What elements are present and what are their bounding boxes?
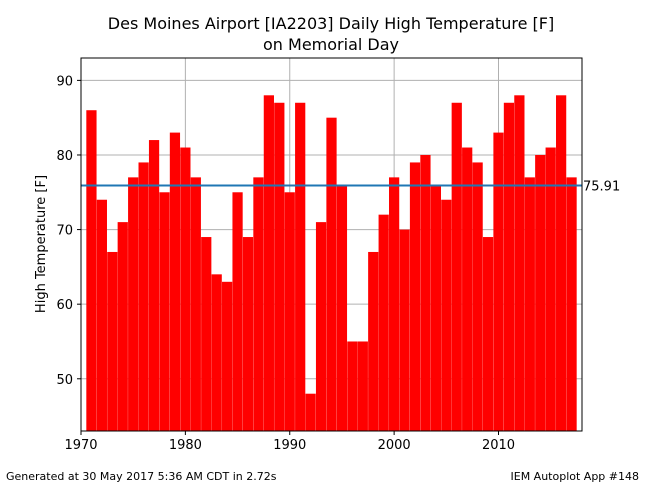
bar (190, 177, 201, 431)
y-tick-label: 50 (56, 373, 73, 388)
bar (263, 95, 274, 432)
plot-frame (80, 57, 583, 432)
y-tick-label: 60 (56, 298, 73, 313)
y-tick-label: 80 (56, 149, 73, 164)
x-tick-label: 2000 (378, 438, 411, 453)
footer-app-label: IEM Autoplot App #148 (510, 470, 640, 483)
bar (357, 341, 368, 431)
y-axis-ticks: 50 60 70 80 90 (56, 74, 81, 388)
bar (222, 281, 233, 431)
bars-group (86, 95, 577, 432)
bar (326, 117, 337, 432)
chart-title: Des Moines Airport [IA2203] Daily High T… (108, 14, 554, 33)
bar (545, 147, 556, 431)
bar (524, 177, 535, 431)
bar (482, 237, 494, 431)
y-tick-label: 70 (56, 224, 73, 239)
bar (128, 177, 139, 431)
bar (148, 140, 160, 431)
bar (420, 154, 431, 432)
bar (566, 177, 577, 431)
bar (86, 110, 97, 431)
x-axis-ticks: 1970 1980 1990 2000 2010 (64, 431, 515, 453)
bar (336, 184, 348, 431)
bar (117, 222, 128, 431)
bar (503, 102, 515, 431)
bar (295, 102, 306, 431)
bar (514, 95, 525, 432)
bar (389, 177, 400, 431)
bar (347, 341, 358, 431)
bar (107, 251, 118, 431)
x-tick-label: 1990 (273, 438, 306, 453)
bar (368, 251, 379, 431)
footer-generated-text: Generated at 30 May 2017 5:36 AM CDT in … (6, 470, 277, 483)
bar (378, 214, 389, 431)
bar (399, 229, 410, 431)
bar (159, 192, 170, 431)
bar (242, 237, 254, 431)
y-tick-label: 90 (56, 74, 73, 89)
x-tick-label: 1970 (64, 438, 97, 453)
bar (211, 274, 222, 431)
bar (441, 199, 452, 431)
temperature-chart: Des Moines Airport [IA2203] Daily High T… (34, 14, 620, 453)
x-tick-label: 1980 (169, 438, 202, 453)
bar (284, 192, 295, 431)
bar (253, 177, 264, 431)
bar (96, 199, 107, 431)
bar (556, 95, 567, 432)
bar (493, 132, 504, 431)
bar (232, 192, 243, 431)
bar (409, 162, 421, 431)
chart-subtitle: on Memorial Day (263, 35, 399, 54)
mean-line-label: 75.91 (583, 179, 620, 194)
bar (180, 147, 191, 431)
bar (430, 184, 441, 431)
bar (274, 102, 285, 431)
mean-line-group: 75.91 (81, 179, 620, 194)
bar (138, 162, 149, 431)
bar (169, 132, 181, 431)
bar (305, 393, 316, 431)
bar (472, 162, 483, 431)
bar (535, 154, 546, 432)
x-tick-label: 2010 (482, 438, 515, 453)
y-axis-label: High Temperature [F] (34, 175, 49, 313)
bar (201, 237, 212, 431)
bar (451, 102, 462, 431)
bar (315, 222, 327, 431)
bar (462, 147, 473, 431)
